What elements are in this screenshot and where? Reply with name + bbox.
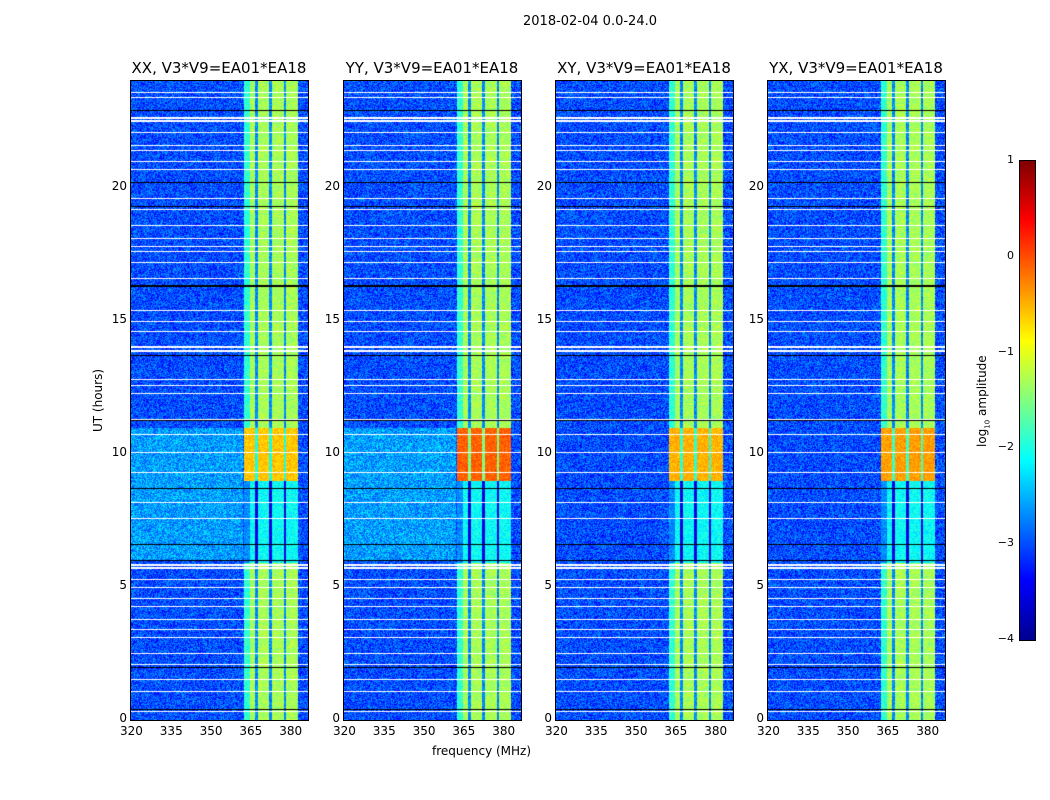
colorbar-tick-label: 1 (1007, 153, 1014, 166)
x-tick-label: 320 (333, 724, 356, 738)
colorbar-tick-label: −4 (997, 632, 1014, 645)
y-tick-label: 20 (536, 178, 552, 193)
heatmap-panel-1 (343, 80, 522, 721)
heatmap-cells (344, 81, 521, 720)
colorbar-tick-label: −3 (997, 536, 1014, 550)
colorbar-tick-label: −2 (997, 440, 1014, 454)
y-tick-label: 10 (748, 444, 764, 459)
y-tick-label: 0 (332, 711, 340, 725)
heatmap-cells (768, 81, 945, 720)
x-tick-label: 335 (796, 724, 820, 738)
panel-title: XY, V3*V9=EA01*EA18 (557, 59, 731, 77)
y-tick-label: 5 (544, 577, 552, 592)
figure-title: 2018-02-04 0.0-24.0 (523, 14, 657, 29)
y-tick-label: 20 (748, 178, 764, 193)
heatmap-cells (556, 81, 733, 720)
y-tick-label: 10 (324, 444, 340, 459)
panel-title: YX, V3*V9=EA01*EA18 (769, 59, 943, 77)
panel-title: XX, V3*V9=EA01*EA18 (131, 59, 307, 77)
x-tick-label: 350 (412, 724, 436, 738)
y-tick-label: 15 (324, 311, 340, 326)
heatmap-panel-3 (767, 80, 946, 721)
y-tick-label: 20 (324, 178, 340, 193)
x-tick-label: 365 (664, 724, 688, 738)
x-tick-label: 350 (836, 724, 860, 738)
x-tick-label: 380 (279, 724, 303, 738)
x-tick-label: 320 (545, 724, 568, 738)
colorbar-tick-label: −1 (997, 344, 1014, 358)
x-tick-label: 320 (757, 724, 780, 738)
y-tick-label: 0 (544, 711, 552, 725)
y-tick-label: 10 (536, 444, 552, 459)
x-tick-label: 320 (120, 724, 143, 738)
y-tick-label: 5 (332, 577, 340, 592)
colorbar-tick-label: 0 (1007, 248, 1014, 262)
x-tick-label: 350 (624, 724, 648, 738)
y-tick-label: 15 (111, 311, 127, 326)
colorbar-label: log10 amplitude (975, 355, 992, 447)
y-tick-label: 0 (119, 711, 127, 725)
colorbar (1019, 160, 1036, 641)
x-tick-label: 335 (584, 724, 608, 738)
y-tick-label: 15 (748, 311, 764, 326)
heatmap-panel-2 (555, 80, 734, 721)
panel-title: YY, V3*V9=EA01*EA18 (345, 59, 519, 77)
x-tick-label: 335 (372, 724, 396, 738)
y-tick-label: 10 (111, 444, 127, 459)
x-tick-label: 365 (876, 724, 900, 738)
x-tick-label: 365 (239, 724, 263, 738)
x-tick-label: 335 (159, 724, 183, 738)
x-tick-label: 380 (916, 724, 940, 738)
y-axis-label: UT (hours) (91, 368, 105, 432)
y-tick-label: 15 (536, 311, 552, 326)
x-axis-label: frequency (MHz) (432, 744, 532, 758)
y-tick-label: 20 (111, 178, 127, 193)
y-tick-label: 0 (756, 711, 764, 725)
heatmap-cells (131, 81, 308, 720)
x-tick-label: 380 (492, 724, 516, 738)
x-tick-label: 350 (199, 724, 223, 738)
y-tick-label: 5 (119, 577, 127, 592)
x-tick-label: 380 (704, 724, 728, 738)
heatmap-panel-0 (130, 80, 309, 721)
y-tick-label: 5 (756, 577, 764, 592)
x-tick-label: 365 (452, 724, 476, 738)
